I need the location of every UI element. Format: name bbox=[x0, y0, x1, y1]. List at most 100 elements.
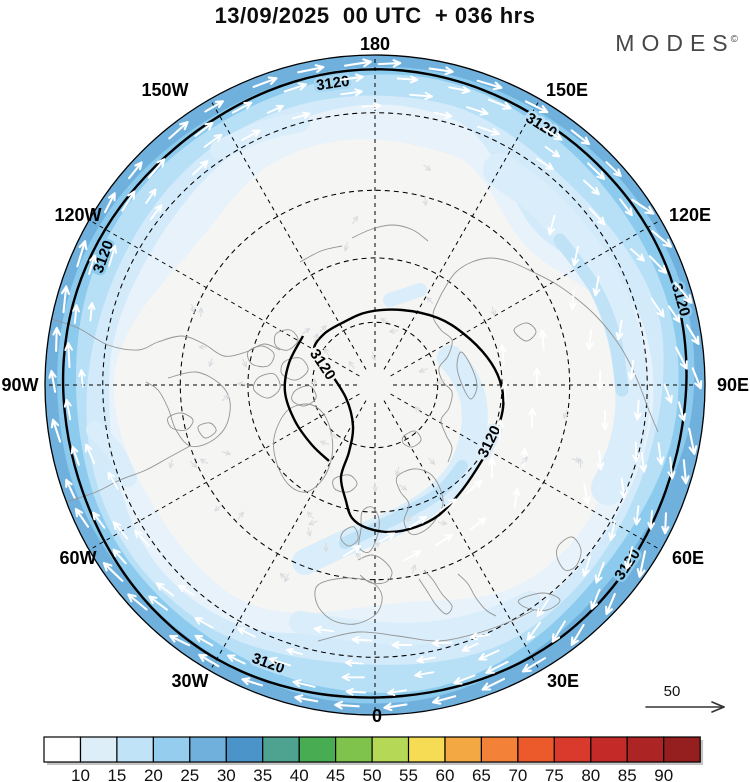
shading-patch bbox=[339, 460, 468, 549]
wind-arrow bbox=[70, 445, 80, 466]
weak-wind-arrow bbox=[323, 542, 329, 553]
weak-wind-arrow bbox=[380, 318, 389, 324]
wind-arrow bbox=[194, 634, 214, 647]
reference-vector-label: 50 bbox=[664, 683, 681, 700]
coastline bbox=[340, 526, 359, 547]
meridian-line bbox=[383, 400, 540, 671]
wind-arrow bbox=[231, 101, 253, 114]
lon-label-150E: 150E bbox=[546, 80, 588, 100]
wind-arrow bbox=[134, 529, 150, 547]
wind-arrow bbox=[570, 129, 591, 146]
wind-arrow bbox=[570, 623, 585, 646]
colorbar-cell bbox=[335, 736, 373, 763]
wind-arrow bbox=[112, 521, 129, 540]
wind-arrow bbox=[478, 649, 500, 661]
wind-arrow bbox=[291, 111, 311, 120]
weak-wind-arrow bbox=[190, 303, 196, 313]
wind-arrow bbox=[498, 344, 507, 366]
wind-arrow bbox=[663, 383, 673, 404]
wind-arrow bbox=[481, 677, 506, 691]
modes-logo: MODES© bbox=[615, 30, 738, 57]
weak-wind-arrow bbox=[241, 358, 248, 368]
coastline bbox=[401, 430, 422, 448]
colorbar-tick: 35 bbox=[253, 766, 272, 782]
coastline bbox=[252, 373, 281, 399]
colorbar-cell bbox=[152, 736, 191, 763]
colorbar-tick: 20 bbox=[144, 766, 163, 782]
wind-arrow bbox=[121, 190, 136, 212]
coastline bbox=[280, 357, 309, 381]
wind-arrow bbox=[342, 545, 362, 557]
coastline bbox=[273, 329, 299, 351]
wind-arrow bbox=[155, 582, 175, 597]
colorbar-cell bbox=[298, 736, 337, 763]
wind-arrow bbox=[92, 511, 106, 529]
wind-arrow bbox=[351, 635, 373, 644]
meridian-line bbox=[210, 400, 367, 671]
colorbar-tick: 45 bbox=[326, 766, 345, 782]
weak-wind-arrow bbox=[313, 333, 319, 343]
weak-wind-arrow bbox=[319, 440, 330, 446]
wind-arrow bbox=[227, 654, 246, 665]
colorbar-cell bbox=[553, 736, 592, 763]
wind-arrow bbox=[60, 285, 70, 314]
coastline bbox=[432, 257, 659, 463]
colorbar-cell bbox=[517, 736, 556, 763]
wind-arrow bbox=[582, 555, 591, 577]
wind-arrow bbox=[461, 642, 479, 652]
lon-label-150W: 150W bbox=[141, 80, 188, 100]
coastline bbox=[47, 317, 281, 357]
wind-arrow bbox=[402, 550, 422, 562]
weak-wind-arrow bbox=[168, 459, 174, 469]
wind-arrow bbox=[433, 111, 453, 119]
coastline bbox=[299, 245, 343, 263]
wind-arrow bbox=[50, 418, 62, 443]
contour-3120-arc bbox=[283, 335, 330, 462]
wind-arrow bbox=[647, 510, 655, 530]
colorbar-cell bbox=[663, 736, 701, 763]
colorbar-tick: 90 bbox=[654, 766, 673, 782]
colorbar-cell bbox=[444, 736, 483, 763]
coastline bbox=[351, 224, 429, 242]
wind-arrow bbox=[544, 145, 561, 158]
colorbar-cell bbox=[262, 736, 300, 763]
wind-arrow bbox=[431, 695, 457, 705]
wind-arrow bbox=[313, 625, 335, 634]
weak-wind-arrow bbox=[372, 482, 378, 493]
lon-label-60W: 60W bbox=[59, 548, 96, 568]
wind-arrow bbox=[266, 104, 284, 114]
coastline bbox=[51, 445, 191, 507]
wind-arrow bbox=[551, 620, 566, 643]
wind-arrow bbox=[194, 121, 214, 137]
lon-label-30E: 30E bbox=[547, 671, 579, 691]
wind-arrow bbox=[571, 245, 580, 267]
weak-wind-arrow bbox=[279, 572, 288, 580]
wind-arrow bbox=[469, 517, 487, 531]
colorbar: 10 15 20 25 30 35 40 45 50 55 60 65 70 75 80 85 90 bbox=[43, 736, 704, 782]
wind-arrow bbox=[107, 471, 119, 490]
map-body bbox=[45, 55, 705, 715]
wind-arrow bbox=[619, 198, 633, 217]
wind-arrow bbox=[587, 162, 606, 180]
wind-arrow bbox=[334, 700, 360, 710]
weak-wind-arrow bbox=[423, 164, 431, 171]
colorbar-cell bbox=[116, 736, 155, 763]
wind-arrow bbox=[675, 346, 688, 370]
lon-label-120E: 120E bbox=[669, 205, 711, 225]
weak-wind-arrow bbox=[237, 381, 247, 387]
colorbar-tick: 80 bbox=[581, 766, 600, 782]
wind-arrow bbox=[414, 670, 435, 679]
lon-label-60E: 60E bbox=[672, 548, 704, 568]
wind-arrows bbox=[48, 58, 703, 712]
coastline bbox=[167, 412, 194, 431]
wind-arrow bbox=[103, 192, 116, 214]
wind-arrow bbox=[439, 498, 457, 512]
longitude-labels: 180 150W 150E 120W 120E 90W 90E 60W 60E 30W 30E 0 bbox=[1, 34, 749, 726]
wind-arrow bbox=[582, 179, 600, 196]
colorbar-cell bbox=[480, 736, 519, 763]
wind-arrow bbox=[237, 627, 256, 638]
wind-arrow bbox=[345, 687, 367, 696]
wind-arrow bbox=[192, 160, 209, 176]
wind-arrow bbox=[148, 595, 168, 611]
wind-arrow bbox=[538, 329, 547, 351]
